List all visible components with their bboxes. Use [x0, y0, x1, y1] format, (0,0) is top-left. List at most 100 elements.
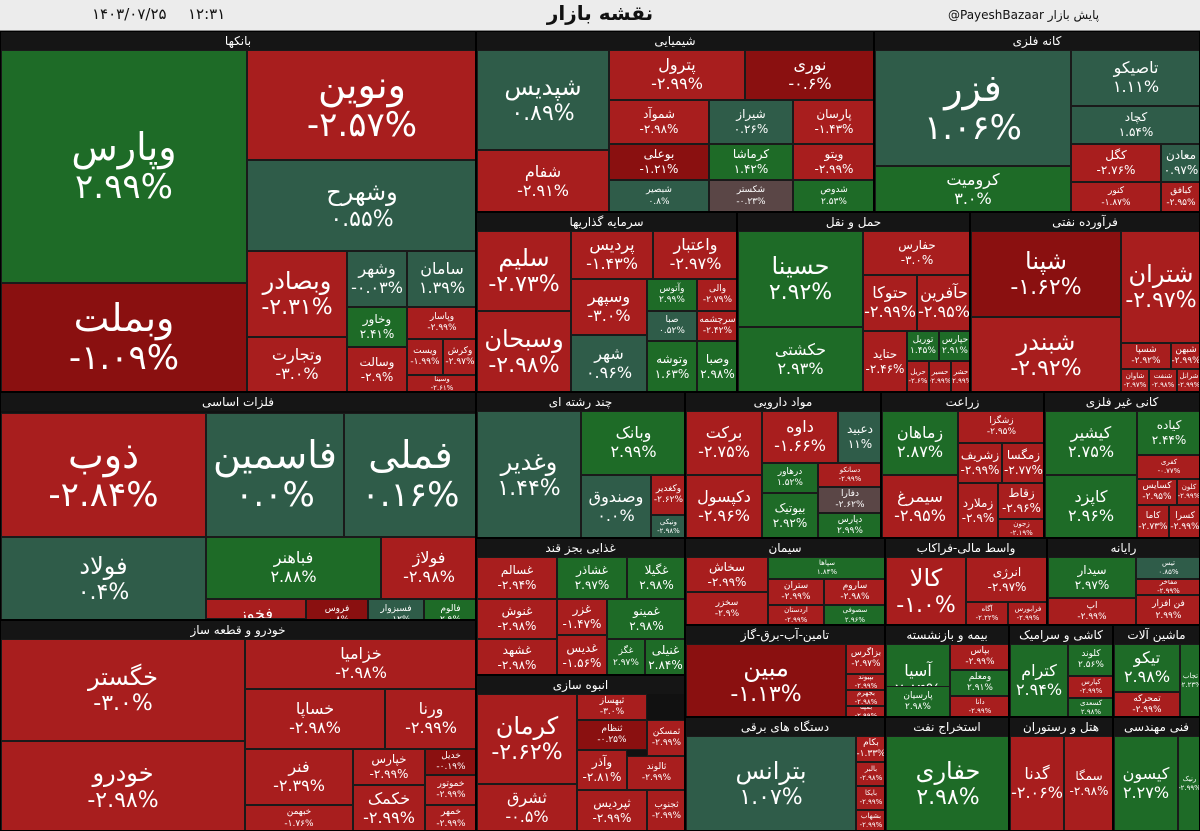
stock-tile[interactable]: سرچشمه -۲.۴۲%: [697, 311, 736, 341]
stock-tile[interactable]: حسینا ۲.۹۲%: [738, 231, 863, 327]
stock-tile[interactable]: فولاژ -۲.۹۸%: [381, 537, 475, 599]
stock-tile[interactable]: سامان ۱.۳۹%: [407, 251, 475, 307]
stock-tile[interactable]: وسپهر -۳.۰%: [571, 279, 647, 335]
stock-tile[interactable]: سیدار ۲.۹۷%: [1048, 557, 1136, 598]
stock-tile[interactable]: واعتبار -۲.۹۷%: [653, 231, 736, 279]
stock-tile[interactable]: کسعدی ۲.۹۸%: [1068, 698, 1112, 716]
stock-tile[interactable]: وپارس ۲.۹۹%: [1, 50, 247, 283]
stock-tile[interactable]: ثشرق -۰.۵%: [477, 784, 577, 830]
stock-tile[interactable]: خزامیا -۲.۹۸%: [245, 639, 475, 689]
stock-tile[interactable]: ثجنوب -۲.۹۹%: [647, 790, 684, 830]
stock-tile[interactable]: پترول -۲.۹۹%: [609, 50, 745, 100]
stock-tile[interactable]: ثمسکن -۲.۹۹%: [647, 720, 684, 756]
stock-tile[interactable]: حپارس ۲.۹۱%: [939, 331, 969, 361]
stock-tile[interactable]: پارسیان ۲.۹۸%: [886, 686, 950, 716]
stock-tile[interactable]: کاما -۲.۷۳%: [1137, 505, 1169, 537]
stock-tile[interactable]: فباهنر ۲.۸۸%: [206, 537, 381, 599]
stock-tile[interactable]: خبهمن -۱.۷۶%: [245, 805, 353, 830]
stock-tile[interactable]: دپارس ۲.۹۹%: [818, 513, 880, 537]
stock-tile[interactable]: زقاط -۲.۹۶%: [998, 483, 1043, 519]
stock-tile[interactable]: شهر ۰.۹۶%: [571, 335, 647, 391]
stock-tile[interactable]: آگاه -۲.۲۲%: [966, 602, 1008, 624]
stock-tile[interactable]: کگل -۲.۷۶%: [1071, 144, 1161, 182]
stock-tile[interactable]: حتوکا -۲.۹۹%: [863, 275, 917, 331]
stock-tile[interactable]: کروميت ۳.۰%: [875, 166, 1071, 211]
stock-tile[interactable]: داوه -۱.۶۶%: [762, 411, 838, 463]
stock-tile[interactable]: دسانکو -۲.۹۹%: [818, 463, 880, 487]
stock-tile[interactable]: انرژی -۲.۹۷%: [966, 557, 1046, 602]
stock-tile[interactable]: زماهان ۲.۸۷%: [882, 411, 958, 475]
stock-tile[interactable]: پارسان -۱.۴۳%: [793, 100, 873, 144]
stock-tile[interactable]: ثنظام -۰.۲۵%: [577, 720, 647, 750]
stock-tile[interactable]: بترانس ۱.۰۷%: [686, 736, 856, 830]
stock-tile[interactable]: فن افزار ۲.۹۹%: [1136, 595, 1199, 624]
stock-tile[interactable]: فخوز-۲.۲۱%: [206, 599, 306, 619]
stock-tile[interactable]: تاصیکو ۱.۱۱%: [1071, 50, 1199, 106]
stock-tile[interactable]: وکغدیر -۲.۶۲%: [651, 475, 684, 515]
stock-tile[interactable]: فالوم ۲.۹%: [424, 599, 475, 619]
stock-tile[interactable]: رنیک -۲.۹۹%: [1178, 736, 1199, 830]
stock-tile[interactable]: کرماشا ۱.۴۲%: [709, 144, 793, 180]
stock-tile[interactable]: فاسمین ۰.۰%: [206, 413, 344, 537]
stock-tile[interactable]: مفاخر -۲.۹۹%: [1136, 579, 1199, 595]
stock-tile[interactable]: خکمک -۲.۹۹%: [353, 785, 425, 830]
stock-tile[interactable]: کچاد ۱.۵۴%: [1071, 106, 1199, 144]
stock-tile[interactable]: کپارس -۲.۹۹%: [1068, 676, 1112, 698]
stock-tile[interactable]: حفاری ۲.۹۸%: [886, 736, 1008, 830]
stock-tile[interactable]: حتاید -۲.۴۶%: [863, 331, 907, 391]
stock-tile[interactable]: حکشتی ۲.۹۳%: [738, 327, 863, 391]
stock-tile[interactable]: ثالوند -۲.۹۹%: [627, 756, 684, 790]
stock-tile[interactable]: حسیر -۲.۹۹%: [929, 361, 951, 391]
stock-tile[interactable]: اپ -۲.۹۹%: [1048, 598, 1136, 624]
stock-tile[interactable]: ستران -۲.۹۹%: [768, 579, 824, 605]
stock-tile[interactable]: ویتو -۲.۹۹%: [793, 144, 873, 180]
stock-tile[interactable]: فزر ۱.۰۶%: [875, 50, 1071, 166]
stock-tile[interactable]: وشهرح ۰.۵۵%: [247, 160, 475, 251]
stock-tile[interactable]: خپارس -۲.۹۹%: [353, 749, 425, 785]
stock-tile[interactable]: زجون -۲.۱۹%: [998, 519, 1043, 537]
stock-tile[interactable]: بمپنا -۲.۹۹%: [846, 706, 884, 716]
stock-tile[interactable]: کسایس -۲.۹۵%: [1137, 479, 1177, 505]
stock-tile[interactable]: غنوش -۲.۹۸%: [477, 599, 557, 639]
stock-tile[interactable]: فولاد ۰.۴%: [1, 537, 206, 619]
stock-tile[interactable]: کاپزد ۲.۹۶%: [1045, 475, 1137, 537]
stock-tile[interactable]: وسالت -۲.۹%: [347, 347, 407, 391]
stock-tile[interactable]: اردستان -۲.۹۹%: [768, 605, 824, 624]
stock-tile[interactable]: سیمرغ -۲.۹۵%: [882, 475, 958, 537]
stock-tile[interactable]: شنفت -۲.۹۸%: [1149, 369, 1177, 391]
stock-tile[interactable]: شیراز ۰.۲۶%: [709, 100, 793, 144]
stock-tile[interactable]: کیاده ۲.۴۴%: [1137, 411, 1199, 455]
stock-tile[interactable]: فروس -۰.۸%: [306, 599, 368, 619]
stock-tile[interactable]: کرمان -۲.۶۲%: [477, 694, 577, 784]
stock-tile[interactable]: گدنا -۲.۰۶%: [1010, 736, 1064, 830]
stock-tile[interactable]: بالبر -۲.۹۸%: [856, 762, 884, 786]
stock-tile[interactable]: تمحرکه -۲.۹۹%: [1114, 692, 1180, 716]
stock-tile[interactable]: کترام ۲.۹۴%: [1010, 644, 1068, 716]
stock-tile[interactable]: حفارس -۳.۰%: [863, 231, 969, 275]
stock-tile[interactable]: فسبزوار -۰.۱۲%: [368, 599, 424, 619]
stock-tile[interactable]: غمینو ۲.۹۸%: [607, 599, 684, 639]
stock-tile[interactable]: ومعلم ۲.۹۱%: [950, 670, 1008, 696]
stock-tile[interactable]: معادن ۰.۹۷%: [1161, 144, 1199, 182]
stock-tile[interactable]: کفری -۰.۷۷%: [1137, 455, 1199, 479]
stock-tile[interactable]: درهاور ۱.۵۲%: [762, 463, 818, 493]
stock-tile[interactable]: غشاذر ۲.۹۷%: [557, 557, 627, 599]
stock-tile[interactable]: زمگسا -۲.۷۷%: [1002, 443, 1043, 483]
stock-tile[interactable]: شتران -۲.۹۷%: [1121, 231, 1199, 343]
stock-tile[interactable]: وآتوس ۲.۹۹%: [647, 279, 697, 311]
stock-tile[interactable]: ذوب -۲.۸۴%: [1, 413, 206, 537]
stock-tile[interactable]: وصبا ۲.۹۸%: [697, 341, 736, 391]
stock-tile[interactable]: وسبحان -۲.۹۸%: [477, 311, 571, 391]
stock-tile[interactable]: ثبهساز -۳.۰%: [577, 694, 647, 720]
stock-tile[interactable]: وتجارت -۳.۰%: [247, 337, 347, 391]
stock-tile[interactable]: سخزر -۲.۹%: [686, 592, 768, 624]
stock-tile[interactable]: تیس ۰.۸۵%: [1136, 557, 1199, 579]
stock-tile[interactable]: دفارا -۲.۶۲%: [818, 487, 880, 513]
stock-tile[interactable]: ویست -۱.۹۹%: [407, 339, 443, 375]
stock-tile[interactable]: دانا -۲.۹۹%: [950, 696, 1008, 716]
stock-tile[interactable]: غزر -۱.۴۷%: [557, 599, 607, 635]
stock-tile[interactable]: ونوین -۲.۵۷%: [247, 50, 475, 160]
stock-tile[interactable]: وبملت -۱.۰۹%: [1, 283, 247, 391]
stock-tile[interactable]: شبهن -۲.۹۹%: [1171, 343, 1199, 369]
stock-tile[interactable]: غدیس -۱.۵۶%: [557, 635, 607, 674]
